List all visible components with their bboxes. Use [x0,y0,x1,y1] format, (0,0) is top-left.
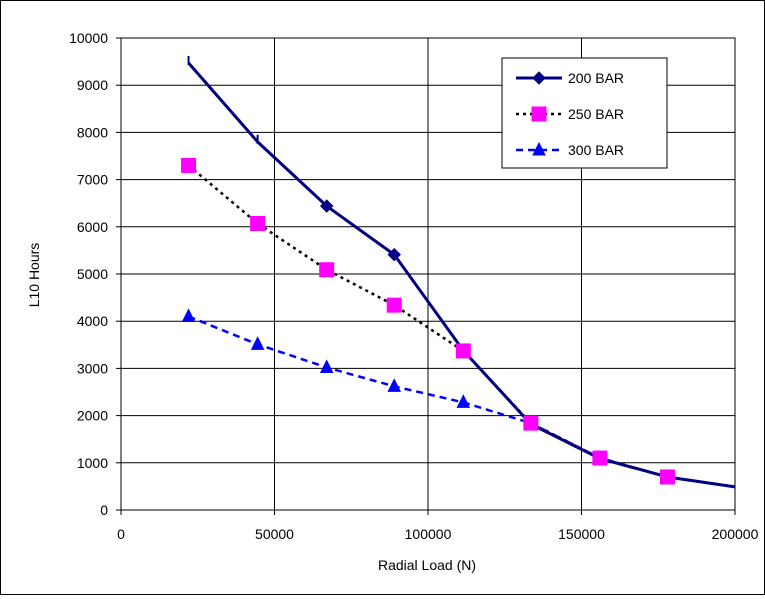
data-point-250-bar [386,297,402,313]
data-point-250-bar [181,157,197,173]
y-axis-title: L10 Hours [26,243,42,308]
y-tick-label: 3000 [77,360,108,376]
y-tick-label: 9000 [77,77,108,93]
legend-label: 250 BAR [568,106,624,122]
legend-marker [532,141,546,156]
x-tick-label: 0 [117,526,125,542]
legend: 200 BAR 250 BAR 300 BAR [501,57,668,169]
x-tick-label: 200000 [712,526,759,542]
data-point-250-bar [523,415,539,431]
x-axis-title: Radial Load (N) [378,557,476,573]
data-point-250-bar [319,262,335,278]
y-tick-label: 0 [100,502,108,518]
data-point-300-bar [181,308,196,322]
series-layer [181,56,736,489]
y-tick-label: 7000 [77,172,108,188]
data-point-300-bar [250,336,265,350]
y-tick-label: 2000 [77,408,108,424]
data-point-200-bar [319,199,334,213]
legend-label: 200 BAR [568,70,624,86]
data-point-300-bar [456,394,471,408]
legend-marker [532,71,546,85]
y-tick-label: 5000 [77,266,108,282]
data-point-300-bar [387,378,402,392]
x-tick-label: 100000 [405,526,452,542]
legend-marker [531,106,547,122]
data-point-250-bar [592,450,608,466]
y-tick-label: 8000 [77,124,108,140]
data-point-300-bar [319,359,334,373]
y-tick-label: 10000 [69,30,108,46]
data-point-250-bar [455,343,471,359]
data-point-250-bar [250,215,266,231]
x-tick-label: 150000 [558,526,605,542]
y-tick-label: 6000 [77,219,108,235]
x-tick-label: 50000 [255,526,294,542]
tick-labels: 0 1000 2000 3000 4000 5000 6000 7000 8000 9000 100… [69,30,759,542]
legend-label: 300 BAR [568,142,624,158]
y-tick-label: 1000 [77,455,108,471]
y-tick-label: 4000 [77,313,108,329]
data-point-250-bar [659,469,675,485]
data-point-200-bar [387,247,401,262]
